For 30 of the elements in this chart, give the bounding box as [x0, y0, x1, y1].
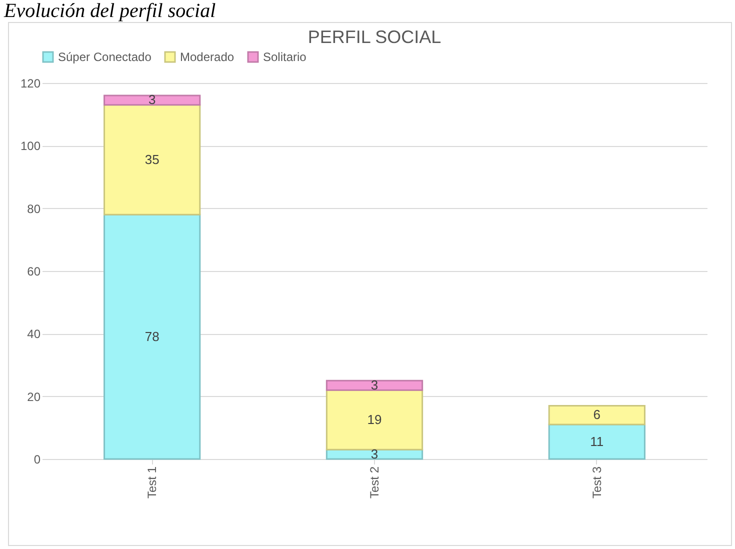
data-label: 3 [370, 377, 378, 392]
bar [326, 389, 424, 450]
data-label: 3 [370, 446, 378, 462]
y-tick-label: 40 [27, 327, 41, 342]
bar [104, 214, 201, 460]
y-tick-label: 0 [34, 452, 41, 466]
bar [548, 404, 646, 426]
legend-label: Moderado [180, 50, 234, 64]
x-tick-label: Test 3 [590, 466, 604, 499]
data-label: 19 [367, 412, 382, 427]
y-tick-label: 20 [27, 390, 41, 404]
y-tick-label: 60 [27, 264, 41, 278]
data-label: 78 [144, 328, 160, 344]
data-label: 11 [590, 434, 604, 449]
text: Evolución del perfil social [2, 0, 217, 22]
y-tick-label: 80 [27, 202, 41, 216]
x-tick-label: Test 2 [368, 466, 382, 499]
bar [104, 104, 201, 216]
bar [104, 94, 201, 106]
y-tick-label: 120 [20, 76, 41, 90]
chart-title: PERFIL SOCIAL [308, 27, 442, 47]
bar [326, 380, 424, 391]
data-label: 6 [593, 407, 601, 422]
y-tick-label: 100 [20, 139, 41, 154]
x-tick-label: Test 1 [145, 466, 160, 499]
legend-label: Súper Conectado [58, 50, 152, 64]
bar [548, 424, 646, 460]
data-label: 35 [144, 152, 160, 167]
legend-label: Solitario [263, 50, 307, 64]
data-label: 3 [148, 92, 156, 108]
